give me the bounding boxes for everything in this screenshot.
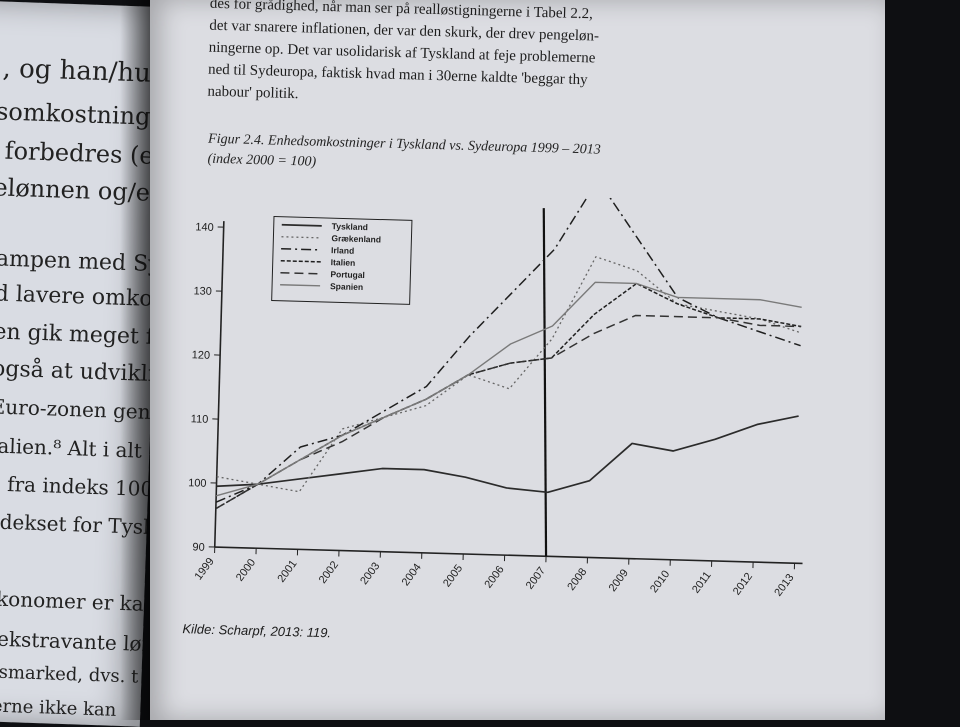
legend-swatch [282,225,322,226]
x-tick-label: 2000 [234,557,258,584]
x-tick-label: 2002 [317,559,341,586]
legend-label: Italien [331,257,356,268]
y-tick-label: 130 [193,285,212,298]
y-tick-label: 120 [192,349,211,362]
x-tick-label: 2013 [772,572,796,599]
x-tick-label: 2008 [565,566,589,593]
x-tick-label: 2003 [358,560,382,587]
legend-label: Spanien [330,281,363,292]
series-line-italien [216,272,802,525]
series-line-tyskland [216,400,798,503]
figure-source: Kilde: Scharpf, 2013: 119. [182,621,331,640]
year-marker-line [534,208,556,556]
x-tick-label: 2007 [524,565,548,592]
legend-label: Irland [331,245,354,256]
x-tick-label: 2006 [482,564,506,591]
y-tick-label: 90 [192,541,205,553]
y-tick-label: 100 [188,477,207,490]
series-line-spanien [216,272,802,512]
right-page: des for grådighed, når man ser på reallø… [150,0,885,720]
y-tick-label: 110 [191,413,209,425]
x-tick-label: 2012 [731,571,755,598]
left-text-line: gerne ikke kan [0,695,117,721]
x-tick-label: 2004 [400,561,424,588]
legend-label: Portugal [330,269,365,280]
body-text-line: nabour' politik. [207,84,298,104]
x-tick-label: 2011 [690,570,714,596]
x-tick-label: 1999 [193,556,217,583]
y-axis [215,221,224,547]
legend-label: Grækenland [331,233,381,244]
x-axis [215,547,803,563]
series-line-portugal [216,304,801,525]
x-tick-label: 2009 [607,567,631,594]
x-tick-label: 2001 [275,558,299,585]
x-tick-label: 2005 [441,563,465,590]
legend-label: Tyskland [332,221,368,232]
chart-legend: TysklandGrækenlandIrlandItalienPortugalS… [272,217,412,305]
figure-title: Figur 2.4. Enhedsomkostninger i Tyskland… [207,130,601,181]
y-tick-label: 140 [195,221,214,234]
line-chart: 90 100 110 120 130 140 1999 2000 2001 2002 2003 200… [153,185,864,624]
left-text-line: jdsmarked, dvs. t [0,661,139,687]
x-tick-label: 2010 [648,568,672,595]
